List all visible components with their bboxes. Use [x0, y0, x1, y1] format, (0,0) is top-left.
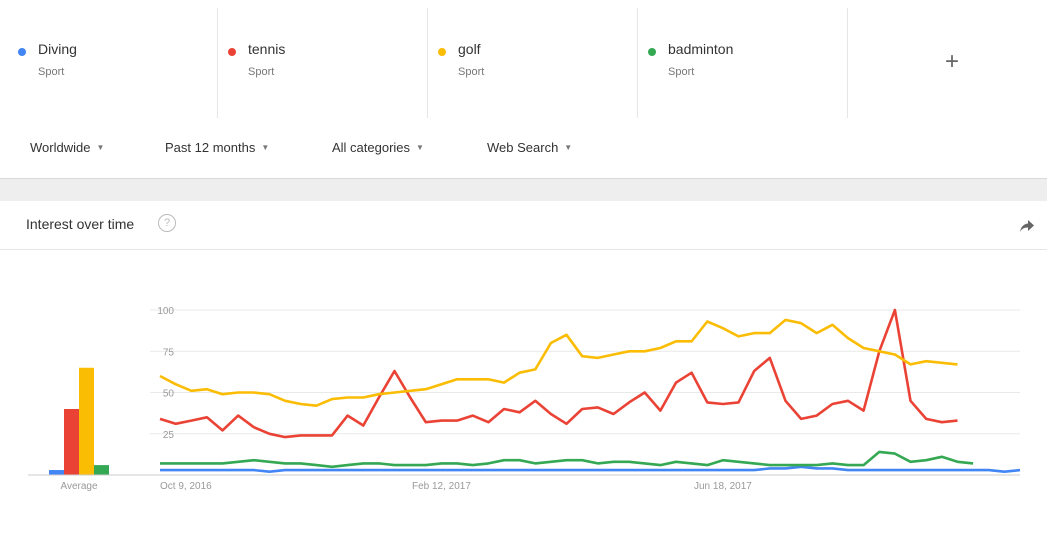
term-category: Sport: [458, 66, 485, 78]
y-tick-label: 75: [163, 347, 175, 358]
caret-down-icon: ▼: [261, 143, 270, 152]
y-axis-labels: 25 50 75 100: [157, 306, 174, 441]
average-bar-diving[interactable]: [49, 470, 64, 475]
chart-series: [159, 308, 1021, 473]
caret-down-icon: ▼: [564, 143, 573, 152]
series-line-diving[interactable]: [160, 465, 1021, 473]
card-title: Interest over time: [26, 216, 135, 232]
region-label: Worldwide: [30, 140, 91, 155]
x-tick-label: Feb 12, 2017: [412, 481, 471, 492]
y-tick-label: 100: [157, 306, 174, 317]
category-label: All categories: [332, 140, 411, 155]
term-name: Diving: [38, 41, 77, 57]
average-bar-badminton[interactable]: [94, 465, 109, 475]
term-color-dot: [648, 48, 656, 56]
y-tick-label: 50: [163, 389, 175, 400]
interest-chart: Average 25 50 75 100 Oct 9, 2016 Feb 12, 201…: [28, 306, 1021, 492]
term-color-dot: [228, 48, 236, 56]
x-tick-label: Jun 18, 2017: [694, 481, 752, 492]
section-divider: [0, 178, 1047, 201]
term-name: badminton: [668, 41, 734, 57]
time-range-label: Past 12 months: [165, 140, 256, 155]
add-term-button[interactable]: +: [848, 8, 1047, 118]
share-icon[interactable]: [1020, 220, 1034, 232]
search-term-golf[interactable]: golf Sport: [428, 8, 638, 118]
search-term-diving[interactable]: Diving Sport: [8, 8, 218, 118]
series-line-golf[interactable]: [159, 318, 958, 407]
x-tick-label: Oct 9, 2016: [160, 481, 212, 492]
search-terms-bar: Diving Sport tennis Sport golf Sport bad…: [8, 8, 1047, 118]
caret-down-icon: ▼: [416, 143, 424, 152]
search-term-tennis[interactable]: tennis Sport: [218, 8, 428, 118]
average-bar-tennis[interactable]: [64, 409, 79, 475]
average-bars: Average: [49, 367, 109, 492]
plus-icon: +: [945, 48, 960, 75]
average-label: Average: [60, 481, 98, 492]
search-type-dropdown[interactable]: Web Search ▼: [487, 140, 572, 155]
average-bar-golf[interactable]: [79, 367, 94, 475]
filter-bar: Worldwide ▼ Past 12 months ▼ All categorie…: [0, 118, 1047, 178]
caret-down-icon: ▼: [96, 143, 105, 152]
search-term-badminton[interactable]: badminton Sport: [638, 8, 848, 118]
term-category: Sport: [248, 66, 275, 78]
term-name: tennis: [248, 41, 286, 57]
term-category: Sport: [668, 66, 695, 78]
term-color-dot: [18, 48, 26, 56]
term-name: golf: [458, 41, 481, 57]
category-dropdown[interactable]: All categories ▼: [332, 140, 424, 155]
x-axis-labels: Oct 9, 2016 Feb 12, 2017 Jun 18, 2017: [160, 481, 752, 492]
region-dropdown[interactable]: Worldwide ▼: [30, 140, 104, 155]
series-line-tennis[interactable]: [159, 308, 958, 439]
term-category: Sport: [38, 66, 65, 78]
interest-over-time-header: Interest over time ?: [0, 200, 1047, 250]
chart-grid: [28, 309, 1020, 476]
search-type-label: Web Search: [487, 140, 559, 155]
time-range-dropdown[interactable]: Past 12 months ▼: [165, 140, 269, 155]
term-color-dot: [438, 48, 446, 56]
y-tick-label: 25: [163, 430, 175, 441]
help-icon[interactable]: ?: [158, 214, 176, 232]
series-line-badminton[interactable]: [160, 450, 974, 469]
